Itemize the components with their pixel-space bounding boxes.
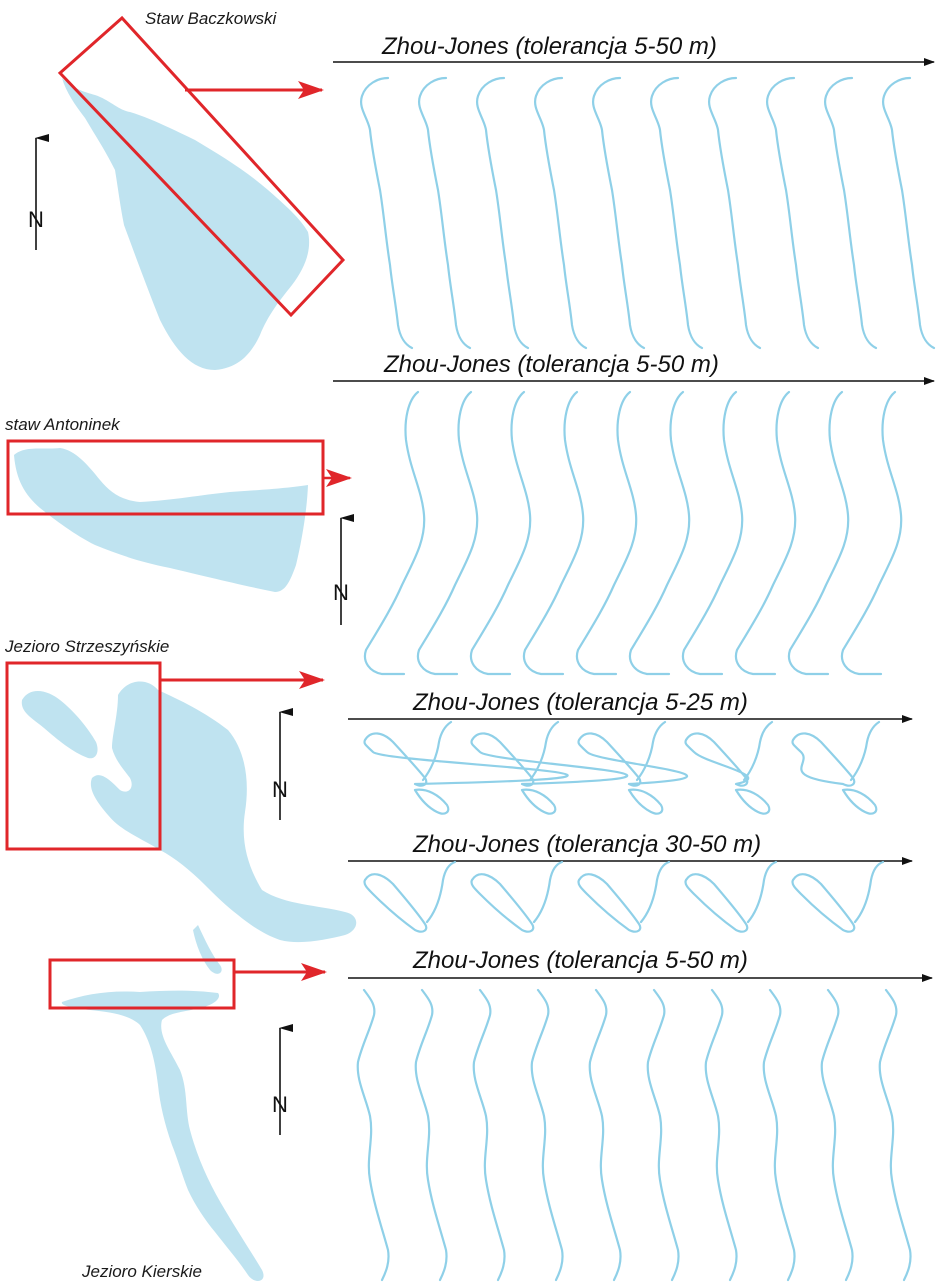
- lake-antoninek-name: staw Antoninek: [5, 415, 121, 434]
- baczkowski-version-9: [824, 76, 878, 350]
- panel-antoninek-title: Zhou-Jones (tolerancja 5-50 m): [383, 351, 719, 378]
- lake-antoninek-map: staw Antoninek N: [5, 415, 354, 625]
- baczkowski-version-5: [592, 76, 646, 350]
- lake-baczkowski-map: Staw Baczkowski N: [28, 9, 346, 370]
- lake-strzeszynskie-arm: [21, 690, 98, 759]
- strzeszynskie-b-version-2: [470, 860, 564, 933]
- kierskie-version-3: [472, 988, 506, 1282]
- antoninek-version-7: [681, 390, 744, 676]
- kierskie-version-2: [414, 988, 448, 1282]
- kierskie-version-5: [588, 988, 622, 1282]
- panel-antoninek: Zhou-Jones (tolerancja 5-50 m): [333, 351, 935, 676]
- lake-strzeszynskie-map: Jezioro Strzeszyńskie N: [4, 637, 357, 974]
- panel-strzeszynskie-b: Zhou-Jones (tolerancja 30-50 m): [348, 831, 913, 933]
- lake-baczkowski-name: Staw Baczkowski: [145, 9, 278, 28]
- lake-baczkowski-shape: [62, 78, 310, 370]
- north-label-3: N: [272, 777, 288, 802]
- north-arrow-2: N: [333, 514, 354, 625]
- antoninek-version-5: [575, 390, 638, 676]
- lake-kierskie-name: Jezioro Kierskie: [81, 1262, 202, 1281]
- baczkowski-version-1: [360, 76, 414, 350]
- panel-baczkowski: Zhou-Jones (tolerancja 5-50 m): [333, 33, 936, 350]
- baczkowski-version-6: [650, 76, 704, 350]
- strzeszynskie-b-version-1: [363, 860, 457, 933]
- panel-strzeszynskie-a-title: Zhou-Jones (tolerancja 5-25 m): [412, 689, 748, 716]
- strzeszynskie-b-version-5: [791, 860, 885, 933]
- baczkowski-version-7: [708, 76, 762, 350]
- kierskie-version-4: [530, 988, 564, 1282]
- panel-kierskie: Zhou-Jones (tolerancja 5-50 m): [348, 947, 933, 1282]
- antoninek-version-2: [416, 390, 479, 676]
- kierskie-version-8: [762, 988, 796, 1282]
- strzeszynskie-a-version-3: [577, 720, 688, 815]
- strzeszynskie-a-version-2: [470, 720, 629, 815]
- kierskie-version-1: [356, 988, 390, 1282]
- kierskie-version-6: [646, 988, 680, 1282]
- north-arrow-1: N: [28, 134, 49, 250]
- panel-kierskie-versions: [356, 988, 912, 1282]
- lake-strzeszynskie-tail: [193, 925, 222, 974]
- baczkowski-version-4: [534, 76, 588, 350]
- baczkowski-version-8: [766, 76, 820, 350]
- panel-strzeszynskie-a: Zhou-Jones (tolerancja 5-25 m): [348, 689, 913, 815]
- lake-strzeszynskie-main: [90, 681, 357, 943]
- panel-baczkowski-title: Zhou-Jones (tolerancja 5-50 m): [381, 33, 717, 60]
- antoninek-version-6: [628, 390, 691, 676]
- north-arrow-3: N: [272, 708, 293, 820]
- kierskie-version-7: [704, 988, 738, 1282]
- strzeszynskie-b-version-3: [577, 860, 671, 933]
- panel-baczkowski-versions: [360, 76, 936, 350]
- lake-kierskie-shape: [61, 990, 264, 1282]
- baczkowski-version-2: [418, 76, 472, 350]
- north-label-4: N: [272, 1092, 288, 1117]
- lake-antoninek-shape: [14, 448, 308, 592]
- baczkowski-version-3: [476, 76, 530, 350]
- north-label-1: N: [28, 207, 44, 232]
- baczkowski-version-10: [882, 76, 936, 350]
- antoninek-version-3: [469, 390, 532, 676]
- lake-strzeszynskie-frame: [5, 661, 162, 851]
- north-label-2: N: [333, 580, 349, 605]
- lake-baczkowski-frame-rotated: [57, 15, 346, 318]
- antoninek-version-1: [363, 390, 426, 676]
- strzeszynskie-a-version-4: [684, 720, 774, 815]
- antoninek-version-4: [522, 390, 585, 676]
- panel-strzeszynskie-b-versions: [363, 860, 885, 933]
- kierskie-version-9: [820, 988, 854, 1282]
- kierskie-version-10: [878, 988, 912, 1282]
- lake-kierskie-frame: [48, 958, 236, 1010]
- strzeszynskie-b-version-4: [684, 860, 778, 933]
- antoninek-version-10: [840, 390, 903, 676]
- north-arrow-4: N: [272, 1024, 293, 1135]
- lake-strzeszynskie-name: Jezioro Strzeszyńskie: [4, 637, 169, 656]
- lake-kierskie-map: Jezioro Kierskie N: [48, 958, 327, 1282]
- panel-strzeszynskie-b-title: Zhou-Jones (tolerancja 30-50 m): [412, 831, 761, 858]
- panel-kierskie-title: Zhou-Jones (tolerancja 5-50 m): [412, 947, 748, 974]
- panel-antoninek-versions: [363, 390, 903, 676]
- antoninek-version-9: [787, 390, 850, 676]
- antoninek-version-8: [734, 390, 797, 676]
- strzeszynskie-a-version-5: [791, 720, 881, 815]
- strzeszynskie-a-version-1: [363, 720, 569, 815]
- panel-strzeszynskie-a-versions: [363, 720, 881, 815]
